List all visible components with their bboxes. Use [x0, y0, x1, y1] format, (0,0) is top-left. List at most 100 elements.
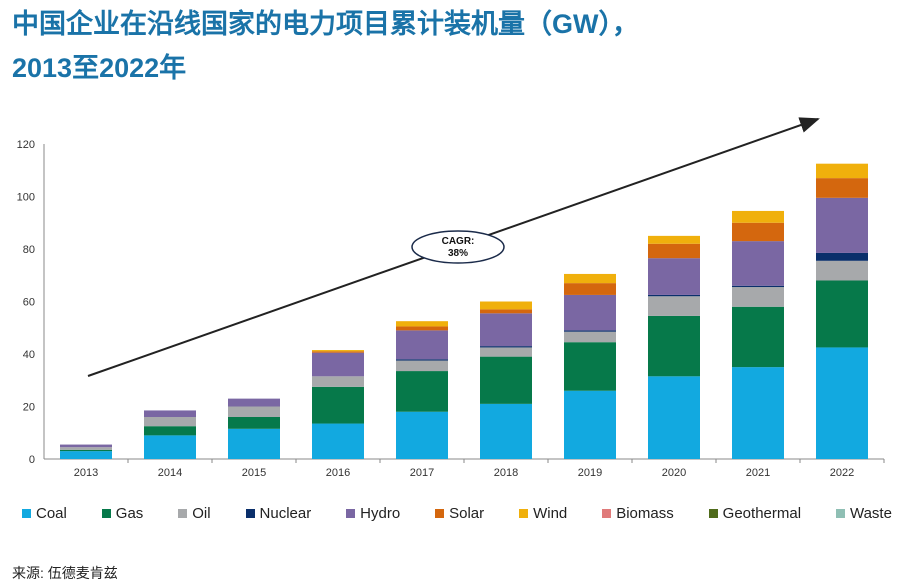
y-tick-label: 100 — [17, 192, 35, 204]
bar-gas-2014 — [144, 426, 196, 436]
bar-nuclear-2017 — [396, 359, 448, 361]
bar-nuclear-2022 — [816, 252, 868, 261]
legend-item-oil: Oil — [178, 504, 211, 522]
legend-swatch — [602, 508, 612, 518]
legend-swatch — [835, 508, 845, 518]
legend-swatch — [178, 508, 188, 518]
legend-label: Biomass — [616, 504, 674, 522]
bar-hydro-2014 — [144, 410, 196, 417]
legend-item-gas: Gas — [101, 504, 144, 522]
bar-oil-2014 — [144, 417, 196, 427]
bar-gas-2022 — [816, 280, 868, 348]
y-tick-label: 80 — [23, 244, 35, 256]
legend-item-biomass: Biomass — [602, 505, 674, 522]
bar-coal-2022 — [816, 347, 868, 459]
legend-swatch — [435, 508, 445, 518]
bar-oil-2017 — [396, 360, 448, 372]
title-line-1: 中国企业在沿线国家的电力项目累计装机量（GW）， — [12, 9, 639, 39]
bar-wind-2022 — [816, 163, 868, 179]
bar-oil-2013 — [60, 447, 112, 450]
bar-wind-2016 — [312, 350, 364, 352]
cagr-label: CAGR: — [442, 236, 475, 247]
y-tick-label: 120 — [17, 139, 35, 151]
y-tick-label: 0 — [29, 454, 35, 466]
bar-solar-2017 — [396, 326, 448, 331]
bar-hydro-2015 — [228, 398, 280, 407]
bar-oil-2021 — [732, 287, 784, 307]
bar-hydro-2020 — [648, 258, 700, 295]
bar-wind-2021 — [732, 210, 784, 223]
bar-gas-2015 — [228, 417, 280, 429]
legend-label: Coal — [36, 504, 67, 522]
bar-solar-2022 — [816, 178, 868, 198]
cagr-label: 38% — [448, 248, 468, 259]
y-tick-label: 40 — [23, 349, 35, 361]
bar-coal-2021 — [732, 367, 784, 459]
bar-gas-2016 — [312, 386, 364, 424]
legend-label: Geothermal — [722, 504, 802, 522]
legend-item-geothermal: Geothermal — [708, 504, 802, 522]
legend-swatch — [708, 508, 718, 518]
bar-wind-2017 — [396, 321, 448, 327]
x-tick-label: 2022 — [830, 467, 854, 479]
bar-solar-2019 — [564, 283, 616, 295]
bar-coal-2019 — [564, 390, 616, 459]
bar-hydro-2022 — [816, 197, 868, 253]
bar-oil-2018 — [480, 347, 532, 357]
bar-gas-2021 — [732, 306, 784, 368]
bar-hydro-2016 — [312, 352, 364, 377]
x-tick-label: 2018 — [494, 467, 518, 479]
bar-coal-2015 — [228, 428, 280, 459]
legend-label: Wind — [533, 504, 568, 522]
bar-coal-2014 — [144, 435, 196, 459]
bar-coal-2013 — [60, 451, 112, 459]
legend-item-waste: Waste — [835, 505, 892, 522]
bar-solar-2016 — [312, 351, 364, 353]
legend-item-wind: Wind — [519, 505, 567, 522]
bar-hydro-2017 — [396, 330, 448, 360]
y-tick-label: 60 — [23, 297, 35, 309]
chart-legend: Coal Gas Oil Nuclear Hydro Solar Wind Biomass Ge… — [22, 503, 892, 523]
bar-gas-2020 — [648, 315, 700, 377]
bar-coal-2017 — [396, 411, 448, 459]
bar-solar-2020 — [648, 243, 700, 259]
bar-oil-2020 — [648, 296, 700, 316]
bar-oil-2016 — [312, 376, 364, 387]
bar-hydro-2019 — [564, 294, 616, 331]
bar-gas-2013 — [60, 449, 112, 452]
legend-swatch — [101, 508, 111, 518]
x-tick-label: 2017 — [410, 467, 434, 479]
x-tick-label: 2020 — [662, 467, 686, 479]
bar-nuclear-2021 — [732, 285, 784, 288]
x-tick-label: 2021 — [746, 467, 770, 479]
chart-title: 中国企业在沿线国家的电力项目累计装机量（GW）， 2013至2022年 — [12, 2, 892, 90]
bar-wind-2019 — [564, 273, 616, 284]
x-tick-label: 2016 — [326, 467, 350, 479]
legend-label: Nuclear — [259, 504, 312, 522]
title-line-2: 2013至2022年 — [12, 53, 187, 83]
bar-coal-2020 — [648, 376, 700, 459]
stacked-bar-chart: 0 20 40 60 80 100 120 2013 2014 2015 2016 2017 2018 2… — [17, 117, 885, 479]
bar-gas-2017 — [396, 371, 448, 412]
legend-item-coal: Coal — [22, 505, 67, 522]
legend-item-nuclear: Nuclear — [245, 504, 312, 522]
bar-solar-2018 — [480, 309, 532, 314]
legend-label: Gas — [115, 504, 144, 522]
legend-swatch — [245, 508, 255, 518]
legend-swatch — [346, 508, 356, 518]
legend-label: Oil — [192, 504, 211, 522]
bar-coal-2018 — [480, 403, 532, 459]
bar-hydro-2018 — [480, 313, 532, 347]
bar-nuclear-2019 — [564, 330, 616, 332]
legend-label: Hydro — [360, 504, 401, 522]
x-tick-label: 2013 — [74, 467, 98, 479]
legend-swatch — [22, 508, 31, 518]
legend-swatch — [519, 508, 529, 518]
bar-gas-2019 — [564, 342, 616, 391]
y-tick-label: 20 — [23, 402, 35, 414]
x-tick-label: 2015 — [242, 467, 266, 479]
legend-label: Solar — [449, 504, 485, 522]
bar-oil-2019 — [564, 331, 616, 343]
bar-oil-2015 — [228, 406, 280, 417]
bar-gas-2018 — [480, 356, 532, 404]
